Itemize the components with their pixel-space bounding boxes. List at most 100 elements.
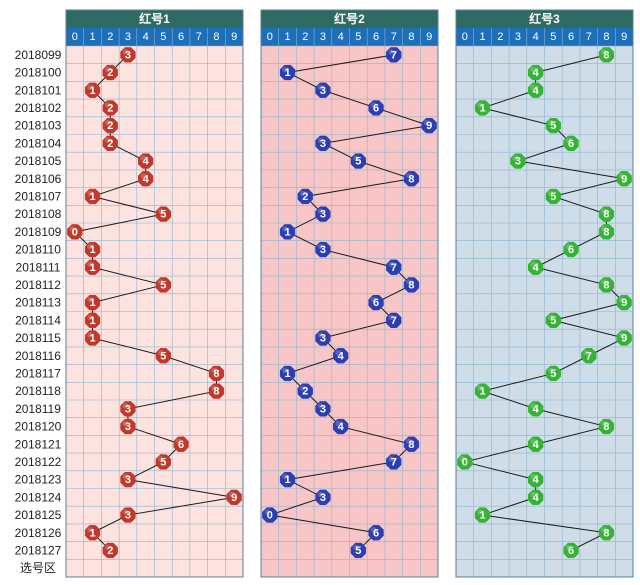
data-point-highlight	[228, 491, 235, 498]
data-point-highlight	[69, 226, 76, 232]
data-point-highlight	[335, 420, 341, 427]
row-label: 2018105	[15, 154, 62, 168]
data-point-highlight	[370, 102, 377, 108]
data-point-highlight	[211, 385, 217, 391]
data-point-highlight	[317, 84, 324, 91]
row-label: 2018126	[15, 526, 62, 540]
row-label: 2018120	[15, 420, 62, 434]
data-point-highlight	[601, 208, 607, 214]
data-point-highlight	[282, 226, 288, 232]
digit-header: 1	[89, 31, 95, 43]
data-point-highlight	[583, 349, 590, 356]
data-point-label: 3	[515, 156, 521, 168]
data-point-highlight	[477, 509, 483, 515]
digit-header: 8	[213, 31, 219, 43]
data-point-highlight	[264, 509, 271, 515]
data-point-label: 9	[621, 297, 627, 309]
data-point-label: 0	[267, 510, 273, 522]
data-point-label: 5	[160, 209, 166, 221]
digit-header: 3	[515, 31, 521, 43]
data-point-highlight	[601, 49, 607, 55]
data-point-highlight	[282, 66, 288, 73]
data-point-label: 5	[355, 156, 361, 168]
data-point-highlight	[370, 296, 377, 303]
data-point-highlight	[548, 367, 554, 374]
data-point-label: 1	[89, 244, 95, 256]
row-label: 2018111	[16, 260, 61, 274]
data-point-label: 1	[89, 85, 95, 97]
data-point-label: 3	[125, 510, 131, 522]
data-point-label: 4	[533, 403, 540, 415]
data-point-label: 2	[107, 545, 113, 557]
data-point-label: 3	[320, 138, 326, 150]
digit-header: 1	[284, 31, 290, 43]
data-point-label: 6	[373, 102, 379, 114]
data-point-highlight	[353, 544, 359, 551]
data-point-highlight	[87, 243, 93, 250]
data-point-label: 3	[125, 474, 131, 486]
data-point-highlight	[423, 119, 430, 126]
row-label: 2018124	[15, 490, 62, 504]
panel-header	[261, 10, 438, 28]
data-point-highlight	[388, 314, 395, 321]
row-label: 2018117	[15, 366, 61, 380]
digit-header: 0	[72, 31, 78, 43]
digit-header: 2	[302, 31, 308, 43]
data-point-label: 6	[568, 244, 574, 256]
row-labels: 2018099 2018100 2018101 2018102 2018103 20181…	[15, 48, 62, 575]
data-point-highlight	[175, 438, 182, 445]
row-label: 2018118	[15, 384, 61, 398]
row-label: 2018122	[15, 455, 62, 469]
data-point-highlight	[548, 190, 554, 197]
row-label: 2018123	[15, 473, 62, 487]
data-point-highlight	[104, 102, 111, 108]
row-label: 2018125	[15, 508, 62, 522]
data-point-label: 8	[603, 421, 609, 433]
data-point-highlight	[122, 420, 129, 427]
data-point-label: 5	[355, 545, 361, 557]
digit-header: 9	[621, 31, 627, 43]
data-point-label: 8	[603, 226, 609, 238]
data-point-label: 6	[373, 297, 379, 309]
data-point-highlight	[122, 509, 129, 515]
data-point-highlight	[370, 526, 377, 533]
digit-header: 2	[107, 31, 113, 43]
data-point-label: 6	[373, 527, 379, 539]
row-label: 2018110	[15, 243, 61, 257]
row-label: 2018106	[15, 172, 62, 186]
data-point-highlight	[477, 385, 483, 391]
data-point-highlight	[565, 243, 572, 250]
data-point-highlight	[140, 155, 146, 161]
data-point-label: 7	[391, 456, 397, 468]
data-point-highlight	[477, 102, 483, 108]
data-point-label: 1	[284, 67, 290, 79]
digit-header: 7	[196, 31, 202, 43]
data-point-label: 9	[621, 173, 627, 185]
data-point-highlight	[158, 349, 164, 356]
digit-header: 9	[231, 31, 237, 43]
data-point-label: 4	[533, 439, 540, 451]
data-point-label: 1	[89, 315, 95, 327]
data-point-label: 1	[89, 297, 95, 309]
data-point-label: 0	[72, 226, 78, 238]
digit-header: 5	[550, 31, 556, 43]
data-point-highlight	[104, 544, 111, 551]
digit-header: 6	[178, 31, 184, 43]
data-point-label: 8	[408, 279, 414, 291]
panel-title: 红号2	[334, 11, 365, 26]
data-point-highlight	[618, 332, 625, 338]
panel-title: 红号1	[139, 11, 170, 26]
panel-border	[65, 9, 244, 578]
data-point-highlight	[406, 172, 412, 179]
digit-header: 4	[533, 31, 539, 43]
data-point-label: 5	[550, 315, 556, 327]
data-point-highlight	[388, 261, 395, 268]
data-point-label: 4	[143, 173, 150, 185]
data-point-label: 6	[568, 138, 574, 150]
data-point-label: 5	[550, 120, 556, 132]
data-point-highlight	[122, 49, 129, 55]
data-point-highlight	[618, 172, 625, 179]
data-point-highlight	[87, 332, 93, 338]
